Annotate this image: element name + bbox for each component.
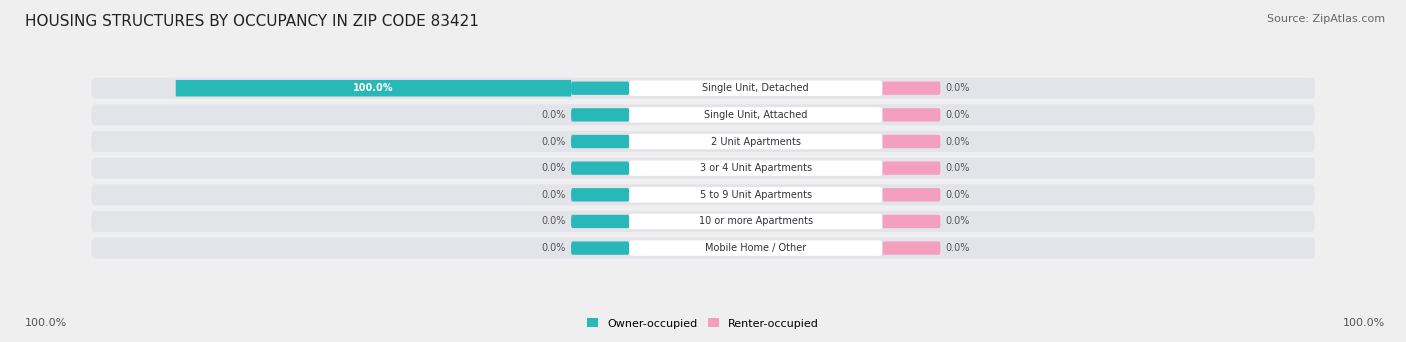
FancyBboxPatch shape	[882, 241, 941, 255]
Text: 100.0%: 100.0%	[353, 83, 394, 93]
Text: 0.0%: 0.0%	[541, 243, 565, 253]
Text: 100.0%: 100.0%	[25, 318, 67, 328]
FancyBboxPatch shape	[882, 135, 941, 148]
FancyBboxPatch shape	[571, 161, 630, 175]
FancyBboxPatch shape	[628, 134, 883, 149]
Text: Mobile Home / Other: Mobile Home / Other	[704, 243, 807, 253]
FancyBboxPatch shape	[91, 131, 1315, 152]
FancyBboxPatch shape	[91, 211, 1315, 232]
Text: Single Unit, Detached: Single Unit, Detached	[703, 83, 808, 93]
FancyBboxPatch shape	[628, 240, 883, 256]
Text: 0.0%: 0.0%	[541, 136, 565, 146]
FancyBboxPatch shape	[882, 81, 941, 95]
Text: 0.0%: 0.0%	[945, 110, 970, 120]
FancyBboxPatch shape	[571, 135, 630, 148]
FancyBboxPatch shape	[571, 108, 630, 121]
FancyBboxPatch shape	[571, 215, 630, 228]
FancyBboxPatch shape	[628, 160, 883, 176]
FancyBboxPatch shape	[571, 241, 630, 255]
FancyBboxPatch shape	[628, 107, 883, 122]
FancyBboxPatch shape	[91, 78, 1315, 99]
Text: 0.0%: 0.0%	[945, 136, 970, 146]
FancyBboxPatch shape	[628, 80, 883, 96]
Text: Single Unit, Attached: Single Unit, Attached	[704, 110, 807, 120]
FancyBboxPatch shape	[176, 80, 571, 96]
FancyBboxPatch shape	[91, 184, 1315, 205]
Text: 3 or 4 Unit Apartments: 3 or 4 Unit Apartments	[700, 163, 811, 173]
Text: 0.0%: 0.0%	[945, 243, 970, 253]
FancyBboxPatch shape	[882, 108, 941, 121]
Text: 5 to 9 Unit Apartments: 5 to 9 Unit Apartments	[700, 190, 811, 200]
FancyBboxPatch shape	[91, 104, 1315, 125]
Text: 100.0%: 100.0%	[1343, 318, 1385, 328]
Text: HOUSING STRUCTURES BY OCCUPANCY IN ZIP CODE 83421: HOUSING STRUCTURES BY OCCUPANCY IN ZIP C…	[25, 14, 479, 29]
Text: 2 Unit Apartments: 2 Unit Apartments	[710, 136, 801, 146]
FancyBboxPatch shape	[882, 161, 941, 175]
FancyBboxPatch shape	[628, 187, 883, 202]
FancyBboxPatch shape	[628, 214, 883, 229]
FancyBboxPatch shape	[571, 81, 630, 95]
Text: 10 or more Apartments: 10 or more Apartments	[699, 216, 813, 226]
Text: Source: ZipAtlas.com: Source: ZipAtlas.com	[1267, 14, 1385, 24]
Text: 0.0%: 0.0%	[541, 216, 565, 226]
Text: 0.0%: 0.0%	[945, 216, 970, 226]
Text: 0.0%: 0.0%	[945, 83, 970, 93]
Text: 0.0%: 0.0%	[541, 163, 565, 173]
FancyBboxPatch shape	[882, 215, 941, 228]
FancyBboxPatch shape	[91, 158, 1315, 179]
Text: 0.0%: 0.0%	[945, 190, 970, 200]
Text: 0.0%: 0.0%	[541, 110, 565, 120]
FancyBboxPatch shape	[882, 188, 941, 201]
Text: 0.0%: 0.0%	[945, 163, 970, 173]
FancyBboxPatch shape	[571, 188, 630, 201]
FancyBboxPatch shape	[91, 238, 1315, 259]
Legend: Owner-occupied, Renter-occupied: Owner-occupied, Renter-occupied	[582, 314, 824, 333]
Text: 0.0%: 0.0%	[541, 190, 565, 200]
